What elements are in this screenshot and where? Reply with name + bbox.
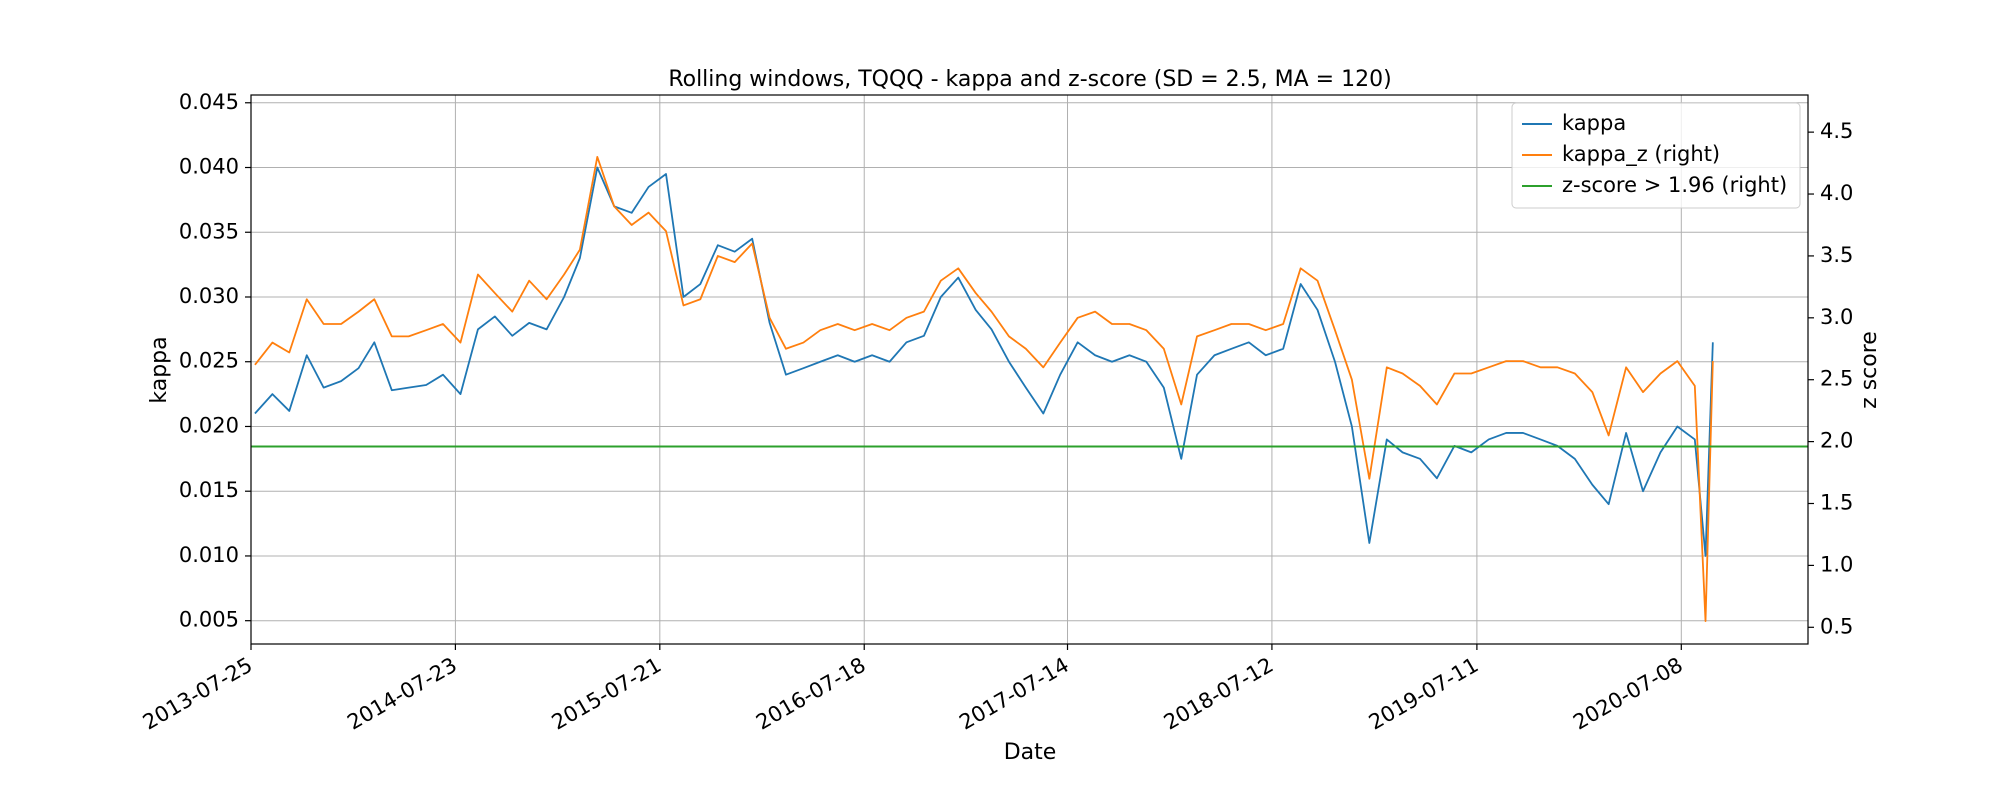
legend-label: z-score > 1.96 (right) [1562, 173, 1787, 197]
y-tick-label: 0.005 [179, 608, 239, 632]
y-tick-label: 0.035 [179, 219, 239, 243]
plot-frame [250, 94, 1809, 645]
y2-tick-label: 2.5 [1820, 367, 1853, 391]
y-tick-label: 0.010 [179, 543, 239, 567]
y2-tick-label: 1.0 [1820, 552, 1853, 576]
legend-label: kappa [1562, 111, 1626, 135]
y2-tick-label: 0.5 [1820, 614, 1853, 638]
x-axis-label: Date [1004, 740, 1057, 765]
legend: kappa kappa_z (right) z-score > 1.96 (righ… [1511, 102, 1801, 209]
data-line [254, 166, 1714, 557]
y-tick-label: 0.025 [179, 349, 239, 373]
y2-tick-label: 4.0 [1820, 181, 1853, 205]
legend-box [1511, 102, 1801, 209]
y-axis-label: kappa [147, 336, 172, 403]
legend-label: kappa_z (right) [1562, 142, 1720, 167]
chart-title: Rolling windows, TQQQ - kappa and z-scor… [668, 67, 1391, 92]
y2-tick-label: 3.5 [1820, 243, 1853, 267]
y2-tick-label: 1.5 [1820, 491, 1853, 515]
y-tick-label: 0.020 [179, 413, 239, 437]
y-tick-label: 0.015 [179, 478, 239, 502]
y-tick-label: 0.045 [179, 90, 239, 114]
data-line [254, 155, 1714, 622]
y-tick-label: 0.030 [179, 284, 239, 308]
y2-axis-label: z score [1857, 331, 1882, 409]
y-tick-label: 0.040 [179, 155, 239, 179]
y2-tick-label: 4.5 [1820, 119, 1853, 143]
y2-tick-label: 3.0 [1820, 305, 1853, 329]
y2-tick-label: 2.0 [1820, 429, 1853, 453]
